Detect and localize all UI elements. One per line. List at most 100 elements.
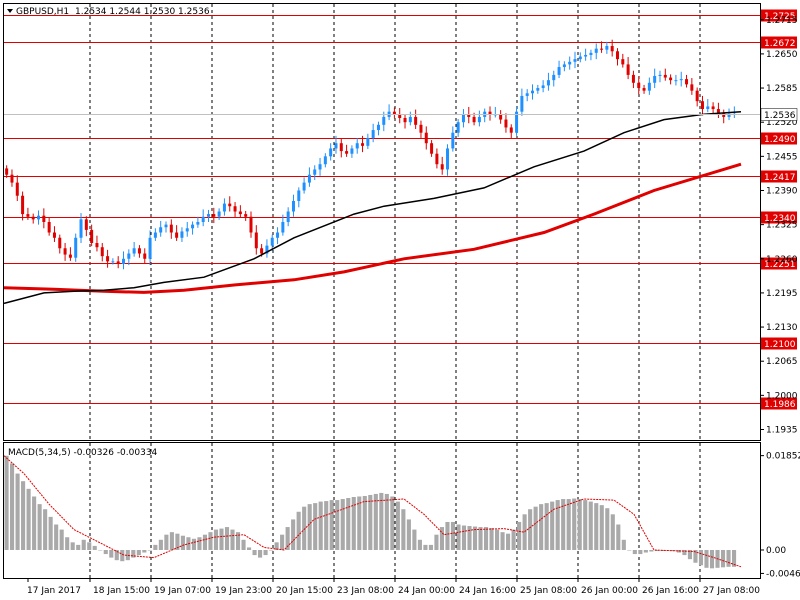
candle-body [37,215,41,220]
candle-body [276,232,280,238]
candle-body [95,243,99,248]
candle-body [307,174,311,183]
candle-body [631,74,635,83]
candle-body [589,52,593,55]
macd-bar [693,549,698,563]
candle-body [456,122,460,133]
level-tag-label: 1.2251 [764,260,796,270]
candle-body [467,114,471,117]
candle-body [68,254,72,258]
level-tag [761,132,797,145]
macd-bar [594,503,599,550]
candle-body [323,156,327,165]
level-tag [761,9,797,22]
candle-body [260,248,264,254]
macd-bar [561,499,566,550]
macd-bar [269,549,274,551]
level-tag-label: 1.2340 [764,214,796,224]
macd-bar [92,545,97,550]
candle-body [371,130,375,138]
candle-body [148,237,152,259]
macd-bar [158,539,163,550]
level-tag [761,337,797,350]
macd-bar [638,549,643,555]
candle-body [122,258,126,265]
macd-bar [15,473,20,550]
candle-body [329,148,333,157]
candle-body [711,106,715,110]
current-price-label: 1.2536 [764,111,796,121]
candle-body [132,248,136,254]
chart-header: GBPUSD,H1 1.2534 1.2544 1.2530 1.2536 [7,7,210,17]
macd-bar [285,527,290,550]
macd-y-tick-label: 0.01852 [766,452,800,462]
candle-body [318,164,322,170]
x-tick-label: 26 Jan 16:00 [642,586,699,596]
ma-slow-line [3,162,742,294]
macd-bar [26,488,31,550]
macd-bar [483,527,489,550]
macd-bar [368,494,373,550]
macd-bar [698,549,704,566]
macd-bar [81,539,86,550]
macd-bar [726,549,731,567]
y-tick-label: 1.2585 [766,84,798,94]
macd-bar [37,504,42,550]
level-tag [761,36,797,49]
candle-body [504,119,508,128]
x-tick-label: 24 Jan 00:00 [398,586,455,596]
candle-body [21,195,25,215]
macd-bar [175,533,180,550]
macd-bar [136,549,141,556]
candle-body [499,114,503,120]
macd-histogram [4,455,737,569]
candle-body [265,245,269,254]
candle-body [658,74,662,76]
macd-label: MACD(5,34,5) -0.00326 -0.00334 [8,448,158,458]
ohlc-label: 1.2534 1.2544 1.2530 1.2536 [75,7,210,17]
candle-body [244,214,248,217]
macd-bar [423,544,428,550]
candle-body [663,74,667,78]
macd-y-tick-label: -0.0046 [766,569,800,579]
candle-body [52,232,56,238]
candle-body [361,143,365,146]
candle-body [201,216,205,222]
macd-bar [539,504,544,550]
macd-bar [412,529,417,550]
candle-body [573,59,577,62]
x-tick-label: 19 Jan 23:00 [215,586,272,596]
x-tick-label: 27 Jan 08:00 [703,586,760,596]
candle-body [621,59,625,65]
macd-bar [54,524,59,550]
x-tick-label: 23 Jan 08:00 [337,586,394,596]
level-tag [761,397,797,410]
macd-bar [395,501,400,550]
macd-bar [142,549,147,553]
macd-bar [219,528,224,550]
macd-bar [362,495,367,550]
y-tick-label: 1.2455 [766,152,798,162]
macd-bar [390,496,395,550]
macd-bar [4,455,9,550]
macd-bar [632,549,637,555]
candle-body [552,74,556,81]
macd-bar [456,524,461,550]
dropdown-triangle-icon[interactable] [7,9,13,13]
macd-bar [76,544,81,550]
macd-signal-line [3,455,742,568]
macd-bar [687,549,693,560]
candle-body [600,48,604,50]
macd-bar [373,493,378,550]
candle-body [727,113,731,117]
macd-bar [533,506,538,550]
candle-body [175,232,179,238]
candle-body [100,247,104,257]
macd-y-tick-label: 0.00 [766,546,786,556]
macd-bar [544,503,549,550]
candle-body [472,116,476,123]
macd-bar [682,549,687,556]
y-tick-label: 1.2390 [766,186,798,196]
candle-body [578,56,582,60]
macd-bar [643,549,648,553]
